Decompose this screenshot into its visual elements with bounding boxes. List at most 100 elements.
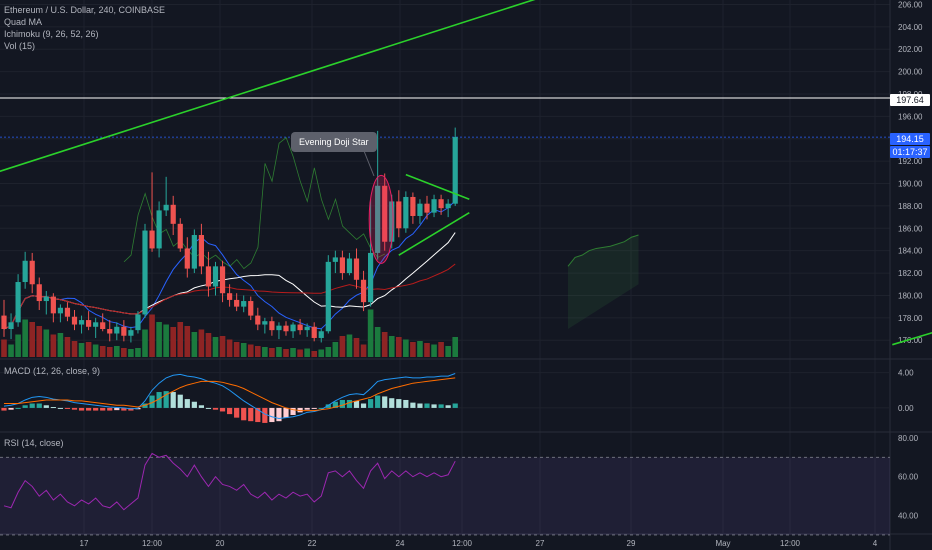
macd-histogram-bar <box>170 392 176 408</box>
candle-body <box>149 230 155 249</box>
volume-bar <box>205 333 212 357</box>
volume-bar <box>396 337 402 357</box>
volume-bar <box>43 329 50 357</box>
volume-bar <box>318 349 325 357</box>
indicator-quad-ma[interactable]: Quad MA <box>4 17 43 27</box>
macd-histogram-bar <box>100 407 106 411</box>
rsi-pane-title[interactable]: RSI (14, close) <box>4 438 64 448</box>
candle-body <box>368 252 374 303</box>
candle-body <box>177 223 183 249</box>
price-axis-label: 178.00 <box>898 314 923 323</box>
volume-bar <box>78 343 85 357</box>
time-axis-label: May <box>715 539 730 548</box>
time-axis-label: 20 <box>216 539 225 548</box>
evening-doji-star-callout[interactable]: Evening Doji Star <box>291 132 377 152</box>
macd-histogram-bar <box>15 407 21 409</box>
volume-bar <box>262 347 268 357</box>
volume-bar <box>219 336 226 357</box>
volume-bar <box>269 348 275 357</box>
indicator-volume[interactable]: Vol (15) <box>4 41 36 51</box>
macd-histogram-bar <box>262 407 268 423</box>
macd-histogram-bar <box>368 399 374 408</box>
volume-bar <box>121 348 127 357</box>
macd-histogram-bar <box>424 403 430 408</box>
macd-histogram-bar <box>177 394 183 408</box>
volume-bar <box>353 338 360 357</box>
volume-bar <box>255 346 261 357</box>
indicator-ichimoku[interactable]: Ichimoku (9, 26, 52, 26) <box>4 29 99 39</box>
candle-body <box>382 185 388 242</box>
price-axis-label: 180.00 <box>898 291 923 300</box>
candle-body <box>304 326 310 331</box>
macd-histogram-bar <box>269 407 275 423</box>
macd-histogram-bar <box>219 407 226 412</box>
macd-histogram-bar <box>8 407 14 410</box>
candle-body <box>198 235 204 267</box>
volume-bar <box>8 344 14 357</box>
volume-bar <box>114 346 120 357</box>
macd-histogram-bar <box>163 391 169 408</box>
volume-bar <box>212 337 219 357</box>
volume-bar <box>381 332 388 357</box>
rsi-axis-label: 60.00 <box>898 473 919 482</box>
time-axis-label: 27 <box>536 539 545 548</box>
macd-histogram-bar <box>353 400 360 408</box>
volume-bar <box>332 342 339 357</box>
macd-histogram-bar <box>227 407 233 415</box>
candle-body <box>262 321 268 325</box>
volume-bar <box>431 344 437 357</box>
candle-body <box>1 315 7 330</box>
volume-bar <box>22 319 28 357</box>
candle-body <box>107 329 113 334</box>
volume-bar <box>445 346 451 357</box>
trendline <box>0 0 536 173</box>
volume-bar <box>29 322 35 357</box>
candle-body <box>360 279 367 303</box>
candle-body <box>255 315 261 325</box>
macd-histogram-bar <box>311 407 317 409</box>
candle-body <box>276 325 282 331</box>
ichimoku-span-a <box>567 234 639 267</box>
candle-body <box>170 204 176 224</box>
volume-bar <box>438 342 444 357</box>
macd-histogram-bar <box>283 407 289 418</box>
volume-bar <box>325 347 332 357</box>
volume-bar <box>92 344 99 357</box>
macd-histogram-bar <box>191 401 197 408</box>
volume-bar <box>346 334 353 357</box>
volume-bar <box>198 329 205 357</box>
volume-bar <box>424 343 430 357</box>
macd-histogram-bar <box>71 407 78 410</box>
macd-pane-title[interactable]: MACD (12, 26, close, 9) <box>4 366 101 376</box>
candle-body <box>100 322 106 330</box>
candle-body <box>431 199 437 213</box>
volume-bar <box>297 349 303 357</box>
macd-histogram-bar <box>290 407 296 415</box>
macd-histogram-bar <box>121 407 127 411</box>
candle-body <box>128 330 134 336</box>
volume-bar <box>191 332 198 357</box>
rsi-band-fill <box>0 457 890 535</box>
macd-histogram-bar <box>417 403 423 408</box>
candle-body <box>184 248 190 269</box>
volume-bar <box>156 322 162 357</box>
bar-countdown-tag: 01:17:37 <box>890 146 930 158</box>
candle-body <box>403 196 409 229</box>
candle-body <box>43 296 49 302</box>
macd-histogram-bar <box>452 403 458 408</box>
macd-histogram-bar <box>346 399 353 408</box>
time-axis-label: 29 <box>627 539 636 548</box>
volume-bar <box>135 348 141 357</box>
candle-body <box>64 307 71 317</box>
volume-bar <box>85 342 92 357</box>
price-axis-label: 200.00 <box>898 68 923 77</box>
candle-body <box>8 322 14 330</box>
time-axis-label: 24 <box>396 539 405 548</box>
candle-body <box>438 199 444 209</box>
macd-line <box>3 373 456 420</box>
candle-body <box>212 266 219 287</box>
volume-bar <box>149 314 155 357</box>
macd-histogram-bar <box>375 395 381 408</box>
candle-body <box>163 204 169 211</box>
